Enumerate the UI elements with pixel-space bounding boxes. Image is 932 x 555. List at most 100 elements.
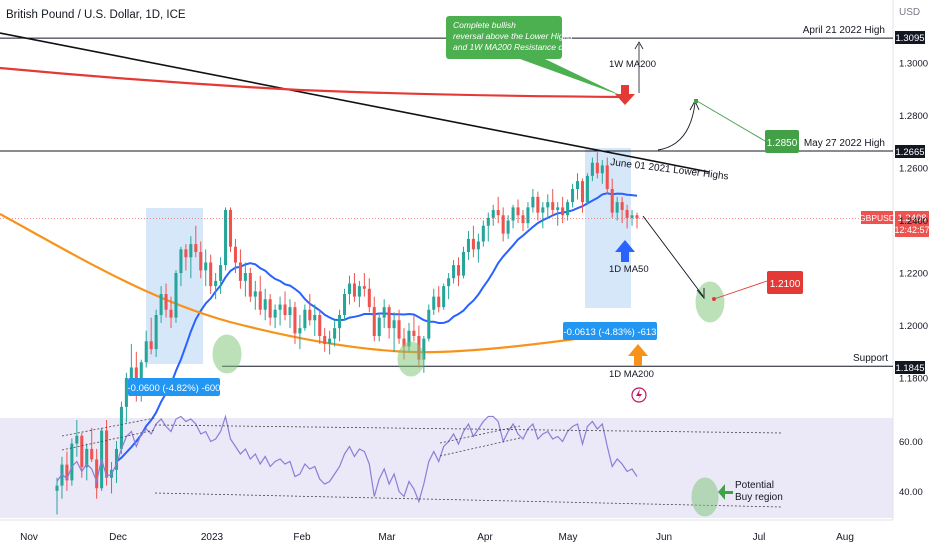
candle-body[interactable] — [179, 249, 183, 273]
candle-body[interactable] — [80, 435, 84, 468]
candle-body[interactable] — [546, 202, 550, 208]
candle-body[interactable] — [566, 202, 570, 216]
candle-body[interactable] — [214, 280, 218, 287]
candle-body[interactable] — [457, 265, 461, 276]
annotations[interactable] — [212, 41, 768, 517]
candle-body[interactable] — [313, 315, 317, 321]
candle-body[interactable] — [303, 309, 307, 329]
candle-body[interactable] — [590, 162, 594, 176]
candle-body[interactable] — [95, 459, 99, 489]
candle-body[interactable] — [392, 320, 396, 329]
candle-body[interactable] — [600, 165, 604, 174]
candle-body[interactable] — [501, 215, 505, 234]
measurement-label-2[interactable]: -0.0613 (-4.83%) -613 — [563, 322, 657, 340]
candle-body[interactable] — [491, 210, 495, 218]
candle-body[interactable] — [159, 294, 163, 315]
candle-body[interactable] — [253, 291, 257, 297]
candle-body[interactable] — [511, 207, 515, 221]
candle-body[interactable] — [90, 448, 94, 460]
candle-body[interactable] — [516, 207, 520, 216]
candle-body[interactable] — [561, 207, 565, 216]
candle-body[interactable] — [447, 278, 451, 287]
target-label-green[interactable]: 1.2850 — [765, 130, 799, 153]
candle-body[interactable] — [471, 238, 475, 250]
candle-body[interactable] — [432, 296, 436, 310]
candle-body[interactable] — [531, 196, 535, 208]
candle-body[interactable] — [258, 291, 262, 310]
candle-body[interactable] — [55, 485, 59, 491]
candle-body[interactable] — [243, 273, 247, 281]
candle-body[interactable] — [407, 330, 411, 347]
candle-body[interactable] — [65, 464, 69, 481]
buy-zone-ellipse-2[interactable] — [397, 341, 425, 377]
candle-body[interactable] — [209, 262, 213, 287]
candle-body[interactable] — [154, 315, 158, 350]
candle-body[interactable] — [461, 252, 466, 276]
candle-body[interactable] — [437, 296, 441, 308]
candle-body[interactable] — [551, 202, 555, 210]
candle-body[interactable] — [427, 309, 431, 339]
candle-body[interactable] — [367, 288, 371, 308]
candle-body[interactable] — [233, 246, 237, 263]
candle-body[interactable] — [114, 448, 119, 470]
candle-body[interactable] — [174, 273, 178, 318]
candle-body[interactable] — [288, 307, 292, 315]
candle-body[interactable] — [189, 244, 193, 258]
candle-body[interactable] — [204, 262, 208, 271]
candle-body[interactable] — [635, 215, 639, 219]
candle-body[interactable] — [526, 207, 530, 224]
candle-body[interactable] — [466, 238, 470, 252]
candle-body[interactable] — [362, 286, 366, 289]
candle-body[interactable] — [556, 207, 560, 210]
candle-body[interactable] — [323, 336, 327, 344]
candle-body[interactable] — [595, 162, 599, 174]
candle-body[interactable] — [293, 307, 297, 334]
candle-body[interactable] — [85, 448, 89, 468]
candle-body[interactable] — [333, 328, 337, 339]
candle-body[interactable] — [402, 338, 406, 347]
candle-body[interactable] — [625, 210, 629, 218]
candle-body[interactable] — [224, 210, 228, 266]
candle-body[interactable] — [452, 265, 456, 279]
candle-body[interactable] — [630, 215, 634, 218]
candle-body[interactable] — [199, 252, 203, 271]
candle-body[interactable] — [342, 294, 347, 315]
candle-body[interactable] — [476, 241, 480, 250]
candle-body[interactable] — [139, 362, 143, 392]
candle-body[interactable] — [575, 181, 580, 189]
candle-body[interactable] — [387, 307, 391, 329]
candle-body[interactable] — [278, 304, 282, 310]
target-label-red[interactable]: 1.2100 — [767, 271, 803, 294]
measurement-label-1[interactable]: -0.0600 (-4.82%) -600 — [128, 378, 221, 396]
candle-body[interactable] — [422, 338, 426, 360]
candle-body[interactable] — [615, 202, 619, 213]
candle-body[interactable] — [164, 294, 168, 310]
candle-body[interactable] — [248, 273, 252, 297]
event-circle-icon[interactable] — [631, 387, 647, 403]
candle-body[interactable] — [219, 265, 223, 281]
candle-body[interactable] — [357, 286, 361, 297]
candle-body[interactable] — [620, 202, 624, 210]
candle-body[interactable] — [442, 286, 446, 308]
candle-body[interactable] — [318, 315, 322, 336]
candle-body[interactable] — [481, 225, 485, 242]
candle-body[interactable] — [124, 378, 128, 407]
candle-body[interactable] — [144, 341, 148, 363]
buy-zone-ellipse-1[interactable] — [212, 334, 242, 374]
candle-body[interactable] — [283, 304, 287, 316]
candle-body[interactable] — [610, 189, 614, 213]
candle-body[interactable] — [496, 210, 500, 216]
candle-body[interactable] — [397, 320, 401, 339]
candle-body[interactable] — [169, 309, 173, 318]
candle-body[interactable] — [571, 189, 575, 203]
candle-body[interactable] — [298, 328, 302, 334]
candle-body[interactable] — [70, 443, 74, 481]
candle-body[interactable] — [412, 330, 416, 336]
candle-body[interactable] — [194, 244, 198, 252]
candle-body[interactable] — [129, 367, 133, 379]
candle-body[interactable] — [328, 338, 332, 344]
candle-body[interactable] — [506, 220, 510, 234]
candle-body[interactable] — [347, 283, 352, 295]
candle-body[interactable] — [149, 341, 153, 350]
